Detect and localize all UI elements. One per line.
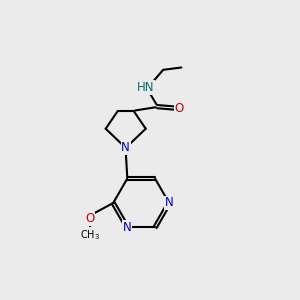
Text: HN: HN (137, 81, 154, 94)
Text: O: O (85, 212, 94, 225)
Text: N: N (123, 221, 132, 234)
Text: O: O (174, 102, 184, 115)
Text: N: N (121, 141, 130, 154)
Text: CH$_3$: CH$_3$ (80, 228, 100, 242)
Text: N: N (165, 196, 173, 209)
